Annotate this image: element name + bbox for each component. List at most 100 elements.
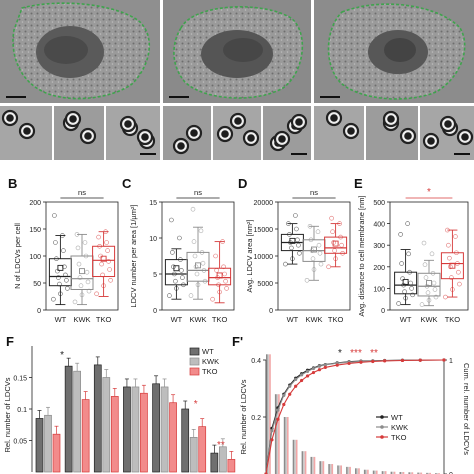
histogram-bar xyxy=(322,461,325,474)
ldcv-vesicle-core xyxy=(247,134,255,142)
x-tick-label: TKO xyxy=(445,315,461,324)
data-point xyxy=(286,221,291,226)
y2-axis-label: Cum. rel. number of LDCVs xyxy=(462,363,471,455)
box-iqr xyxy=(208,267,232,286)
data-point xyxy=(424,283,430,289)
data-point xyxy=(98,253,103,259)
data-point xyxy=(309,248,315,253)
plot-frame xyxy=(161,201,235,311)
bar-wt xyxy=(93,364,102,473)
significance-label: ** xyxy=(370,348,378,359)
legend-marker xyxy=(380,435,384,439)
series-point-tko xyxy=(288,392,292,396)
ldcv-vesicle-core xyxy=(427,137,435,145)
bar-kwk xyxy=(131,386,140,473)
data-point xyxy=(54,256,59,261)
data-point xyxy=(84,269,90,275)
histogram-bar xyxy=(356,468,359,474)
data-point xyxy=(294,226,299,232)
ldcv-vesicle-core xyxy=(404,132,412,140)
histogram-bar xyxy=(331,464,334,474)
histogram-bar xyxy=(355,468,357,474)
data-point xyxy=(191,239,197,244)
box-wt xyxy=(394,221,418,306)
data-point xyxy=(60,233,65,238)
em-inset-tile xyxy=(0,106,52,160)
data-point xyxy=(333,256,338,261)
data-point xyxy=(53,240,58,245)
data-point xyxy=(78,283,84,288)
histogram-bar xyxy=(337,465,339,474)
series-point-tko xyxy=(323,365,327,370)
data-point xyxy=(179,268,184,273)
y-tick-label: 50 xyxy=(33,281,41,288)
box-tko xyxy=(440,227,464,300)
em-cell-tko-image xyxy=(314,0,474,103)
data-point xyxy=(332,248,337,253)
histogram-bar xyxy=(399,472,402,474)
em-inset-tile xyxy=(366,106,418,160)
histogram-bar xyxy=(278,394,280,474)
box-kwk xyxy=(186,206,210,300)
histogram-bar xyxy=(427,472,430,474)
ldcv-vesicle-core xyxy=(141,133,149,141)
data-point xyxy=(409,286,414,291)
significance-label: * xyxy=(427,187,431,198)
data-point xyxy=(199,250,205,255)
data-point xyxy=(405,221,410,226)
data-point xyxy=(296,242,301,248)
x-tick-label: WT xyxy=(55,315,67,324)
histogram-bar xyxy=(411,472,414,474)
y-tick-label: 200 xyxy=(29,200,41,207)
x-tick-label: KWK xyxy=(73,315,90,324)
data-point xyxy=(195,282,201,288)
histogram-bar xyxy=(367,469,369,474)
y-tick-label: 15000 xyxy=(254,227,274,234)
data-point xyxy=(421,240,427,246)
data-point xyxy=(213,253,218,259)
y2-tick-label: 1 xyxy=(449,358,453,365)
data-point xyxy=(103,229,108,235)
box-wt xyxy=(280,213,304,267)
histogram-bar xyxy=(301,451,304,474)
data-point xyxy=(456,269,461,275)
ldcv-vesicle-core xyxy=(84,132,92,140)
y-tick-label: 5000 xyxy=(257,281,273,288)
ldcv-vesicle-core xyxy=(69,115,77,123)
histogram-bar xyxy=(402,472,405,474)
legend-label: TKO xyxy=(202,367,218,376)
data-point xyxy=(307,223,313,229)
box-mean xyxy=(449,262,456,269)
legend-marker xyxy=(380,415,384,419)
ldcv-vesicle-core xyxy=(387,115,395,123)
data-point xyxy=(297,251,302,256)
y-axis-label: LDCV number per area [1/µm²] xyxy=(129,204,138,307)
x-tick-label: KWK xyxy=(189,315,206,324)
data-point xyxy=(215,275,220,280)
y-axis-label: Avg. distance to cell membrane [nm] xyxy=(357,195,366,316)
data-point xyxy=(174,286,179,291)
data-point xyxy=(447,255,452,261)
histogram-bar xyxy=(381,471,384,474)
data-point xyxy=(448,264,453,270)
data-point xyxy=(94,291,99,297)
ldcv-vesicle-core xyxy=(278,135,286,143)
series-point-tko xyxy=(442,358,446,362)
bar-tko xyxy=(110,396,119,473)
data-point xyxy=(214,268,219,273)
y-tick-label: 500 xyxy=(373,200,385,207)
data-point xyxy=(443,294,448,300)
histogram-bar xyxy=(349,466,351,474)
panel-letter-b: B xyxy=(8,176,18,191)
ldcv-vesicle-core xyxy=(461,133,469,141)
data-point xyxy=(200,260,206,266)
data-point xyxy=(399,261,404,266)
data-point xyxy=(398,232,403,237)
significance-label: ns xyxy=(310,188,318,197)
data-point xyxy=(304,278,310,283)
ldcv-vesicle-core xyxy=(330,114,338,122)
data-point xyxy=(57,281,62,287)
series-point-tko xyxy=(282,402,286,407)
histogram-bar xyxy=(267,354,270,474)
